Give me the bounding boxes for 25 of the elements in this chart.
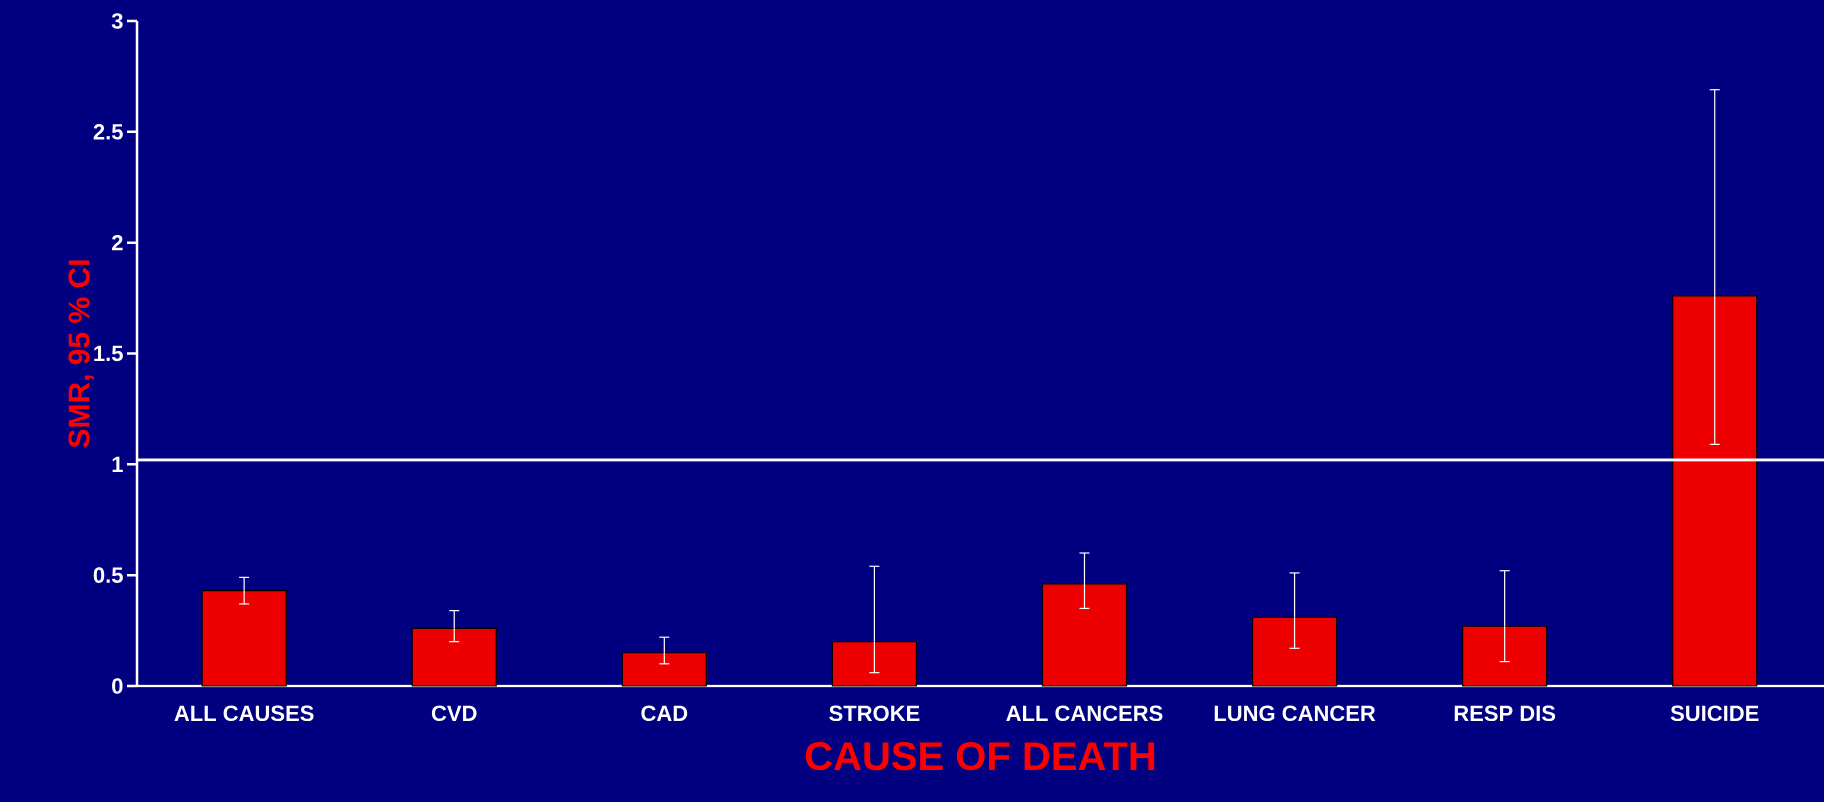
y-tick-label: 0.5	[93, 567, 123, 583]
bar	[411, 627, 497, 687]
x-tick-label: ALL CAUSES	[174, 705, 314, 722]
x-tick-label: ALL CANCERS	[1006, 705, 1163, 722]
bar	[1462, 625, 1548, 687]
y-tick-label: 2	[112, 234, 123, 251]
x-tick-label: CAD	[641, 705, 688, 722]
x-axis-title: CAUSE OF DEATH	[805, 741, 1155, 771]
bar	[621, 652, 707, 687]
bar	[831, 641, 918, 687]
x-tick-label: LUNG CANCER	[1214, 705, 1376, 722]
x-tick-label: SUICIDE	[1670, 705, 1759, 722]
x-tick-label: CVD	[431, 705, 477, 722]
y-tick-label: 0	[112, 678, 123, 694]
y-tick-label: 3	[111, 13, 123, 29]
bar	[1251, 616, 1338, 687]
bar	[1041, 583, 1128, 687]
bar	[1672, 295, 1758, 687]
bar	[201, 590, 287, 687]
y-tick-label: 1	[112, 456, 123, 472]
x-tick-label: RESP DIS	[1454, 705, 1556, 722]
y-axis-title: SMR, 95 % CI	[68, 260, 95, 448]
x-tick-label: STROKE	[829, 705, 920, 722]
y-tick-label: 2.5	[93, 124, 123, 140]
y-tick-label: 1.5	[94, 345, 123, 362]
